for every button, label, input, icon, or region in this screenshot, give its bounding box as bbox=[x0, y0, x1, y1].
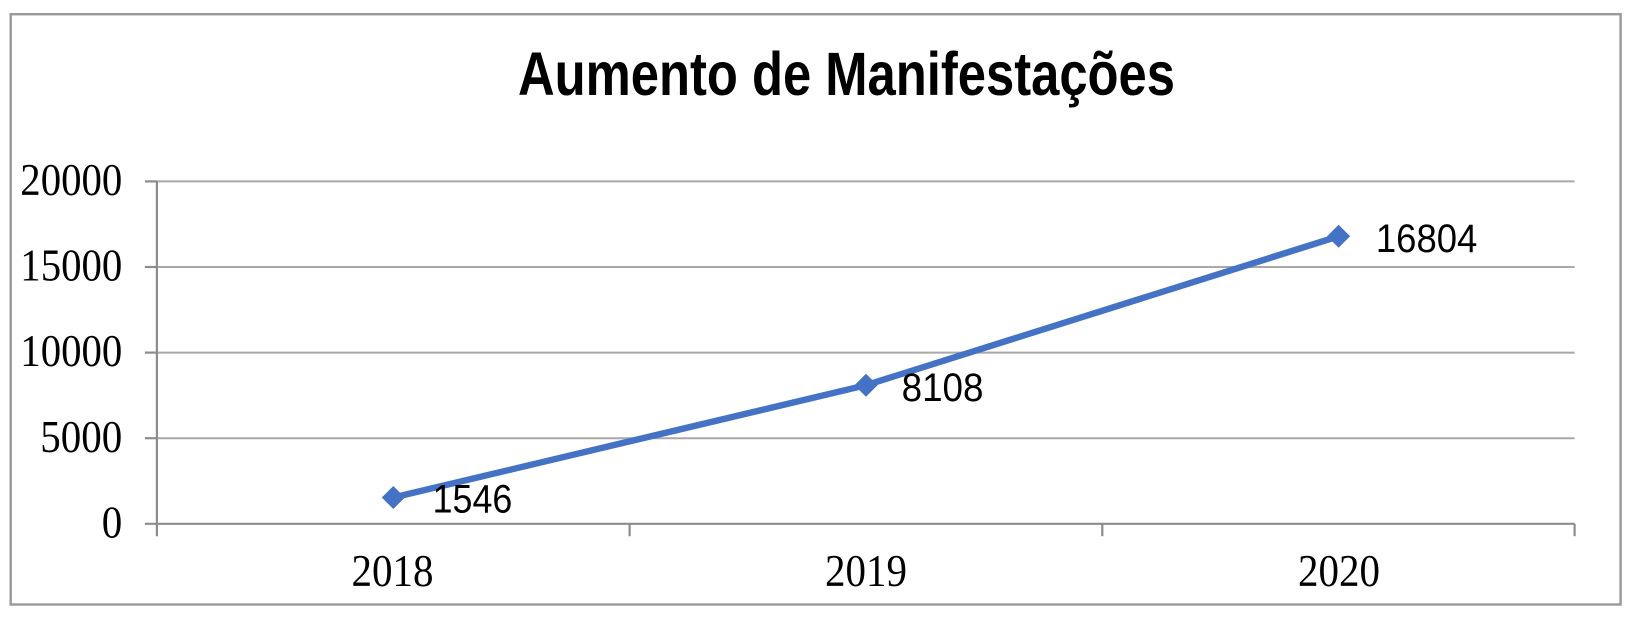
svg-text:16804: 16804 bbox=[1376, 217, 1477, 261]
svg-text:0: 0 bbox=[102, 497, 123, 547]
svg-text:2020: 2020 bbox=[1298, 546, 1380, 596]
svg-text:Aumento de Manifestações: Aumento de Manifestações bbox=[518, 40, 1175, 109]
svg-text:2019: 2019 bbox=[825, 546, 907, 596]
svg-text:20000: 20000 bbox=[20, 155, 122, 205]
svg-text:10000: 10000 bbox=[20, 326, 122, 376]
svg-text:15000: 15000 bbox=[20, 241, 122, 291]
svg-text:2018: 2018 bbox=[352, 546, 434, 596]
svg-text:8108: 8108 bbox=[902, 366, 984, 410]
svg-text:5000: 5000 bbox=[40, 412, 122, 462]
svg-text:1546: 1546 bbox=[433, 477, 513, 521]
